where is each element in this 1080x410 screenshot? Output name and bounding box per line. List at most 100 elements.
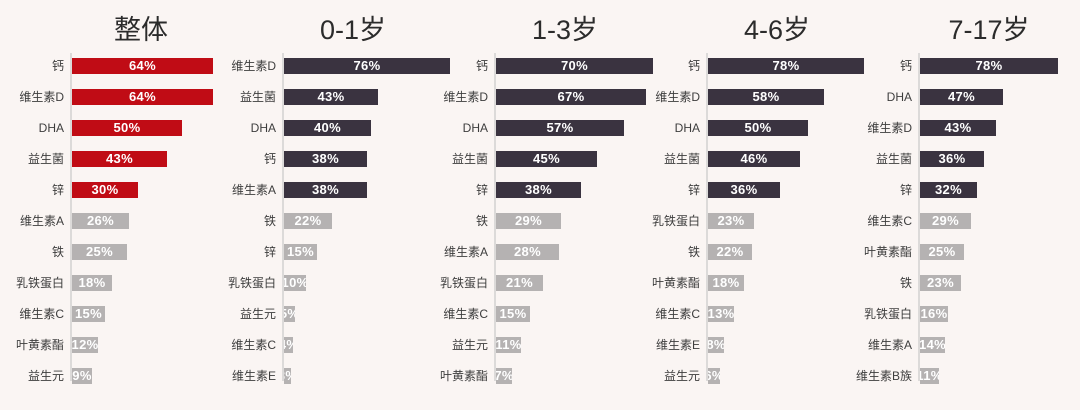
- bar: 29%: [496, 212, 561, 229]
- bar-row: 钙 78%: [848, 50, 1060, 81]
- bar: 36%: [920, 150, 984, 167]
- value-label: 64%: [129, 89, 156, 104]
- bar-row: 铁 25%: [0, 236, 212, 267]
- bar: 64%: [72, 57, 213, 74]
- category-label: 维生素A: [867, 338, 912, 352]
- bar-row: 益生元 11%: [424, 329, 636, 360]
- value-label: 23%: [927, 275, 954, 290]
- category-label: 维生素A: [231, 183, 276, 197]
- value-label: 22%: [294, 213, 322, 228]
- bar-row: 维生素C 4%: [212, 329, 424, 360]
- category-label: 叶黄素酯: [15, 338, 64, 352]
- value-label: 15%: [287, 244, 314, 259]
- value-label: 15%: [75, 306, 102, 321]
- bar: 64%: [72, 88, 213, 105]
- value-label: 30%: [91, 182, 119, 197]
- bar-row: 铁 23%: [848, 267, 1060, 298]
- axis-baseline: [70, 53, 72, 381]
- category-label: 维生素D: [19, 90, 64, 104]
- bar: 4%: [284, 336, 293, 353]
- bar-row: 钙 38%: [212, 143, 424, 174]
- value-label: 26%: [87, 213, 114, 228]
- bar-row: 维生素C 29%: [848, 205, 1060, 236]
- bar: 21%: [496, 274, 543, 291]
- bar-row: 铁 29%: [424, 205, 636, 236]
- bar-row: 益生元 6%: [636, 360, 848, 391]
- bar-rows: 钙 78% DHA 47% 维生素D 43% 益生菌 36% 锌 32% 维生素C 29% 叶黄素酯 25…: [848, 50, 1060, 391]
- bar: 26%: [72, 212, 129, 229]
- value-label: 18%: [712, 275, 740, 290]
- value-label: 78%: [975, 58, 1003, 73]
- category-label: 铁: [263, 214, 276, 228]
- category-label: 益生元: [27, 369, 64, 383]
- category-label: 益生元: [239, 307, 276, 321]
- value-label: 57%: [546, 120, 574, 135]
- category-label: 乳铁蛋白: [863, 307, 912, 321]
- chart-panel-5: 7-17岁钙 78% DHA 47% 维生素D 43% 益生菌 36% 锌 32% 维生素C 29% 叶…: [848, 0, 1060, 410]
- category-label: 乳铁蛋白: [651, 214, 700, 228]
- category-label: 钙: [51, 59, 64, 73]
- bar-row: 铁 22%: [636, 236, 848, 267]
- bar: 67%: [496, 88, 646, 105]
- bar: 38%: [284, 181, 367, 198]
- bar: 50%: [708, 119, 808, 136]
- category-label: 锌: [899, 183, 912, 197]
- value-label: 43%: [944, 120, 972, 135]
- category-label: 益生菌: [239, 90, 276, 104]
- value-label: 13%: [708, 306, 734, 321]
- category-label: 维生素C: [443, 307, 488, 321]
- category-label: 铁: [475, 214, 488, 228]
- bar: 38%: [284, 150, 367, 167]
- panel-title: 1-3岁: [531, 15, 599, 45]
- bar: 30%: [72, 181, 138, 198]
- bar-row: 益生菌 45%: [424, 143, 636, 174]
- bar: 18%: [708, 274, 744, 291]
- category-label: DHA: [38, 120, 64, 135]
- category-label: 铁: [51, 245, 64, 259]
- bar: 23%: [708, 212, 754, 229]
- value-label: 10%: [284, 275, 306, 290]
- bar: 12%: [72, 336, 98, 353]
- category-label: DHA: [462, 120, 488, 135]
- bar-row: 叶黄素酯 25%: [848, 236, 1060, 267]
- bar-row: 锌 15%: [212, 236, 424, 267]
- category-label: 益生菌: [451, 152, 488, 166]
- bar-row: 益生元 9%: [0, 360, 212, 391]
- bar: 43%: [284, 88, 378, 105]
- axis-baseline: [282, 53, 284, 381]
- category-label: 乳铁蛋白: [15, 276, 64, 290]
- bar: 22%: [708, 243, 752, 260]
- bar-row: 益生菌 43%: [212, 81, 424, 112]
- bar-row: 叶黄素酯 18%: [636, 267, 848, 298]
- category-label: 维生素C: [655, 307, 700, 321]
- value-label: 5%: [284, 306, 295, 321]
- category-label: 益生菌: [663, 152, 700, 166]
- value-label: 40%: [314, 120, 341, 135]
- value-label: 67%: [557, 89, 585, 104]
- bar: 16%: [920, 305, 948, 322]
- category-label: 锌: [51, 183, 64, 197]
- bar: 43%: [72, 150, 167, 167]
- value-label: 14%: [920, 337, 945, 352]
- bar: 15%: [496, 305, 530, 322]
- category-label: DHA: [674, 120, 700, 135]
- panel-title: 整体: [114, 15, 168, 45]
- bar-row: 锌 30%: [0, 174, 212, 205]
- bar-rows: 钙 64% 维生素D 64% DHA 50% 益生菌 43% 锌 30% 维生素A 26% 铁 25% 乳铁…: [0, 50, 213, 391]
- category-label: 锌: [475, 183, 488, 197]
- bar-row: 钙 78%: [636, 50, 864, 81]
- category-label: 叶黄素酯: [439, 369, 488, 383]
- bar-row: 维生素D 43%: [848, 112, 1060, 143]
- bar: 76%: [284, 57, 450, 74]
- value-label: 15%: [499, 306, 527, 321]
- category-label: 乳铁蛋白: [227, 276, 276, 290]
- category-label: 钙: [687, 59, 700, 73]
- bar: 18%: [72, 274, 112, 291]
- bar: 8%: [708, 336, 724, 353]
- value-label: 3%: [284, 368, 291, 383]
- category-label: 叶黄素酯: [651, 276, 700, 290]
- value-label: 22%: [716, 244, 744, 259]
- bar-row: 维生素C 13%: [636, 298, 848, 329]
- bar: 40%: [284, 119, 371, 136]
